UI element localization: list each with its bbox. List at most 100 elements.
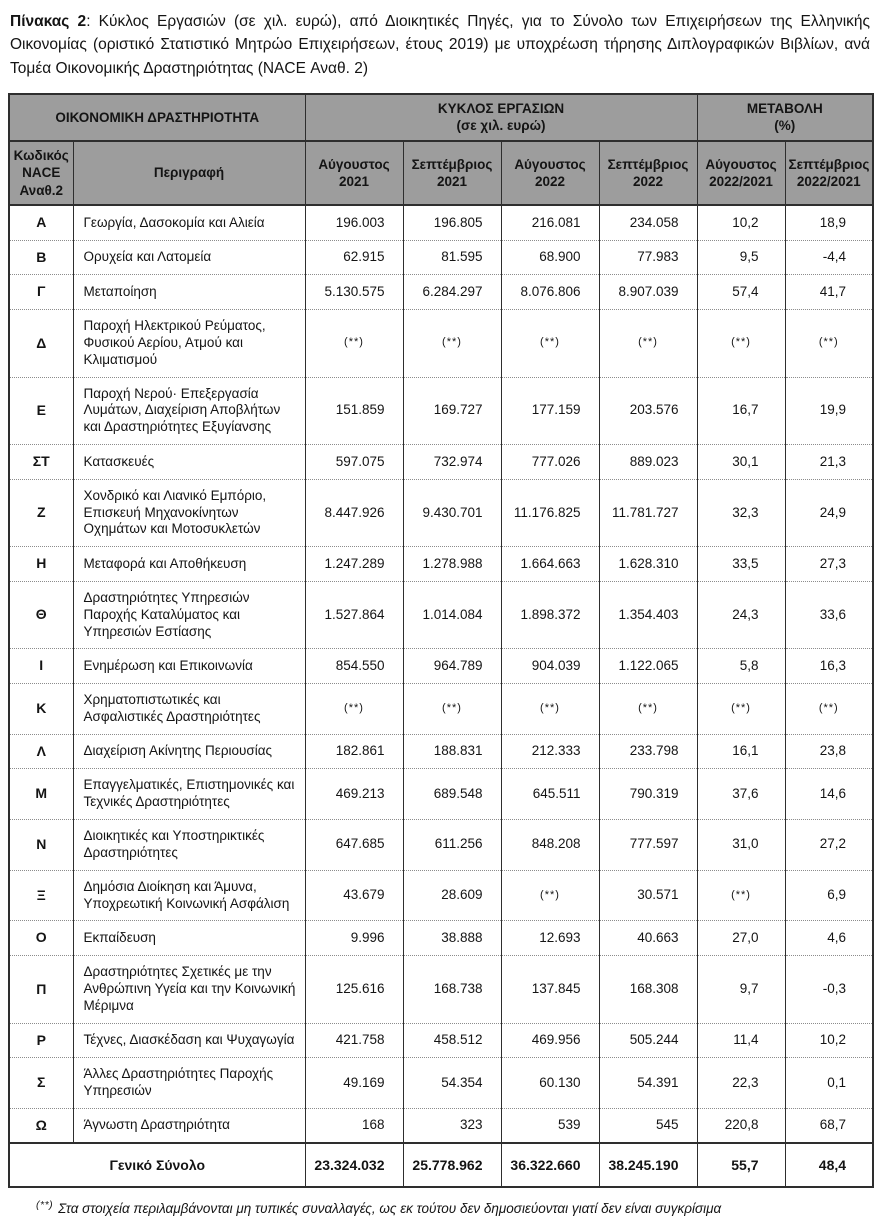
- activity-description: Παροχή Ηλεκτρικού Ρεύματος, Φυσικού Αερί…: [72, 308, 305, 378]
- change-value: 9,5: [696, 239, 786, 275]
- change-value: 57,4: [696, 274, 786, 310]
- table-caption-label: Πίνακας 2: [10, 13, 87, 30]
- change-value: 27,3: [784, 546, 874, 582]
- change-value: 16,7: [696, 376, 786, 445]
- turnover-value: 62.915: [304, 239, 403, 275]
- turnover-value: 1.247.289: [304, 546, 403, 582]
- group-header-row: ΟΙΚΟΝΟΜΙΚΗ ΔΡΑΣΤΗΡΙΟΤΗΤΑ ΚΥΚΛΟΣ ΕΡΓΑΣΙΩΝ…: [9, 93, 874, 142]
- activity-description: Δραστηριότητες Υπηρεσιών Παροχής Καταλύμ…: [72, 580, 305, 649]
- table-row: Γ Μεταποίηση 5.130.575 6.284.297 8.076.806 8.…: [9, 274, 874, 310]
- grand-total-change: 55,7: [696, 1142, 786, 1188]
- activity-description: Ορυχεία και Λατομεία: [72, 239, 305, 275]
- turnover-value: 49.169: [304, 1057, 403, 1109]
- turnover-value: (**): [304, 308, 403, 378]
- nace-code: Κ: [9, 682, 73, 735]
- change-value: 5,8: [696, 648, 786, 684]
- nace-code: Σ: [9, 1057, 73, 1109]
- turnover-table: ΟΙΚΟΝΟΜΙΚΗ ΔΡΑΣΤΗΡΙΟΤΗΤΑ ΚΥΚΛΟΣ ΕΡΓΑΣΙΩΝ…: [8, 92, 875, 1189]
- activity-description: Μεταφορά και Αποθήκευση: [72, 546, 305, 582]
- turnover-value: 188.831: [402, 733, 501, 769]
- activity-description: Γεωργία, Δασοκομία και Αλιεία: [72, 204, 305, 241]
- nace-code: Ξ: [9, 869, 73, 921]
- activity-description: Ενημέρωση και Επικοινωνία: [72, 648, 305, 684]
- change-value: 10,2: [784, 1022, 874, 1058]
- turnover-value: 168.738: [402, 954, 501, 1024]
- column-header-sep-2021: Σεπτέμβριος 2021: [402, 140, 501, 206]
- turnover-value: 458.512: [402, 1022, 501, 1058]
- change-value: (**): [696, 308, 786, 378]
- turnover-value: 854.550: [304, 648, 403, 684]
- turnover-value: 169.727: [402, 376, 501, 445]
- change-value: 37,6: [696, 768, 786, 820]
- turnover-value: 469.213: [304, 768, 403, 820]
- turnover-value: 777.026: [500, 444, 599, 480]
- turnover-value: 1.354.403: [598, 580, 698, 649]
- turnover-value: 38.888: [402, 920, 501, 956]
- turnover-value: (**): [598, 308, 698, 378]
- footnote-marker: (**): [36, 1199, 54, 1212]
- change-value: 19,9: [784, 376, 874, 445]
- turnover-value: 233.798: [598, 733, 698, 769]
- turnover-value: 196.805: [402, 204, 501, 241]
- activity-description: Κατασκευές: [72, 444, 305, 480]
- turnover-value: (**): [598, 682, 698, 735]
- turnover-value: 125.616: [304, 954, 403, 1024]
- turnover-value: 848.208: [500, 818, 599, 871]
- turnover-value: 611.256: [402, 818, 501, 871]
- change-value: 24,9: [784, 478, 874, 547]
- column-header-change-aug: Αύγουστος 2022/2021: [696, 140, 786, 206]
- column-header-row: Κωδικός NACE Αναθ.2 Περιγραφή Αύγουστος …: [9, 140, 874, 206]
- change-value: 31,0: [696, 818, 786, 871]
- grand-total-value: 25.778.962: [402, 1142, 501, 1188]
- grand-total-label: Γενικό Σύνολο: [9, 1142, 305, 1188]
- turnover-value: 6.284.297: [402, 274, 501, 310]
- column-header-nace-code: Κωδικός NACE Αναθ.2: [9, 140, 73, 206]
- activity-description: Διαχείριση Ακίνητης Περιουσίας: [72, 733, 305, 769]
- change-value: 11,4: [696, 1022, 786, 1058]
- nace-code: Ι: [9, 648, 73, 684]
- change-value: 21,3: [784, 444, 874, 480]
- group-header-turnover: ΚΥΚΛΟΣ ΕΡΓΑΣΙΩΝ (σε χιλ. ευρώ): [304, 93, 698, 142]
- activity-description: Επαγγελματικές, Επιστημονικές και Τεχνικ…: [72, 768, 305, 820]
- grand-total-row: Γενικό Σύνολο 23.324.032 25.778.962 36.3…: [9, 1142, 874, 1188]
- turnover-value: 539: [500, 1107, 599, 1144]
- change-value: 27,2: [784, 818, 874, 871]
- turnover-value: 182.861: [304, 733, 403, 769]
- change-value: 16,1: [696, 733, 786, 769]
- turnover-value: (**): [402, 682, 501, 735]
- turnover-value: 904.039: [500, 648, 599, 684]
- turnover-value: 11.176.825: [500, 478, 599, 547]
- turnover-value: 196.003: [304, 204, 403, 241]
- turnover-value: 1.628.310: [598, 546, 698, 582]
- activity-description: Παροχή Νερού· Επεξεργασία Λυμάτων, Διαχε…: [72, 376, 305, 445]
- nace-code: Ω: [9, 1107, 73, 1144]
- nace-code: Β: [9, 239, 73, 275]
- table-row: Ω Άγνωστη Δραστηριότητα 168 323 539 545 220,8 6…: [9, 1107, 874, 1144]
- turnover-value: 54.391: [598, 1057, 698, 1109]
- activity-description: Χονδρικό και Λιανικό Εμπόριο, Επισκευή Μ…: [72, 478, 305, 547]
- turnover-value: 777.597: [598, 818, 698, 871]
- turnover-value: 177.159: [500, 376, 599, 445]
- table-row: Α Γεωργία, Δασοκομία και Αλιεία 196.003 196…: [9, 204, 874, 241]
- table-row: Δ Παροχή Ηλεκτρικού Ρεύματος, Φυσικού Αερ…: [9, 308, 874, 378]
- turnover-value: 8.076.806: [500, 274, 599, 310]
- turnover-value: 54.354: [402, 1057, 501, 1109]
- turnover-value: 505.244: [598, 1022, 698, 1058]
- turnover-value: 645.511: [500, 768, 599, 820]
- turnover-value: 12.693: [500, 920, 599, 956]
- table-row: Σ Άλλες Δραστηριότητες Παροχής Υπηρεσιών 4…: [9, 1057, 874, 1109]
- table-row: Π Δραστηριότητες Σχετικές με την Ανθρώπιν…: [9, 954, 874, 1024]
- activity-description: Δραστηριότητες Σχετικές με την Ανθρώπινη…: [72, 954, 305, 1024]
- change-value: -0,3: [784, 954, 874, 1024]
- grand-total-value: 36.322.660: [500, 1142, 599, 1188]
- grand-total-value: 23.324.032: [304, 1142, 403, 1188]
- turnover-value: (**): [304, 682, 403, 735]
- turnover-value: 203.576: [598, 376, 698, 445]
- column-header-description: Περιγραφή: [72, 140, 305, 206]
- turnover-value: 168: [304, 1107, 403, 1144]
- turnover-value: 11.781.727: [598, 478, 698, 547]
- change-value: (**): [784, 308, 874, 378]
- turnover-value: (**): [402, 308, 501, 378]
- turnover-value: 689.548: [402, 768, 501, 820]
- table-body: Α Γεωργία, Δασοκομία και Αλιεία 196.003 196…: [9, 204, 874, 1144]
